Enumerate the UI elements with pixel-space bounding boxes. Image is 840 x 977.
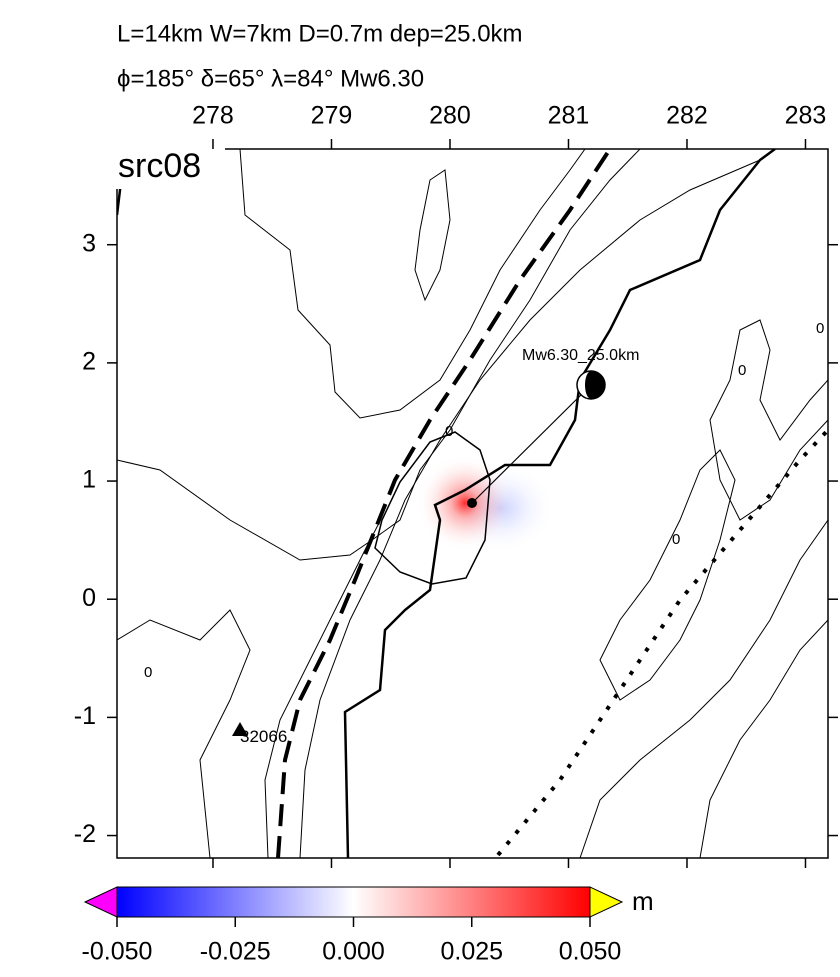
- event-label: Mw6.30_25.0km: [522, 347, 639, 364]
- x-tick-label: 280: [429, 102, 471, 130]
- y-tick-label: -1: [74, 702, 96, 730]
- x-tick-label: 281: [548, 102, 590, 130]
- contour: [239, 149, 586, 419]
- x-tick-label: 278: [192, 102, 234, 130]
- contour: [299, 159, 761, 858]
- epicenter: [467, 498, 477, 508]
- title-line: ϕ=185° δ=65° λ=84° Mw6.30: [117, 65, 424, 92]
- zero-contour: [374, 431, 491, 585]
- map-frame: [116, 148, 829, 859]
- contour: [117, 149, 641, 561]
- y-tick-label: -2: [74, 820, 96, 848]
- panel-label-box: [115, 147, 225, 189]
- x-tick-label: 283: [785, 102, 827, 130]
- contour: [414, 169, 451, 302]
- colorbar-under: [83, 886, 118, 918]
- title-line: L=14km W=7km D=0.7m dep=25.0km: [117, 20, 523, 47]
- contour: [117, 609, 251, 858]
- contour-label: 0: [738, 362, 746, 379]
- x-tick-label: 279: [311, 102, 353, 130]
- epicenter-link: [471, 387, 589, 504]
- colorbar-tick-label: 0.050: [559, 938, 622, 966]
- colorbar: [116, 886, 591, 918]
- panel-label: src08: [118, 147, 201, 185]
- y-tick-label: 3: [82, 229, 96, 257]
- colorbar-unit: m: [632, 886, 654, 916]
- map-area: Mw6.30_25.0km 32066 0 0 0 0 0: [117, 149, 828, 858]
- contour: [699, 619, 828, 858]
- x-tick-label: 282: [666, 102, 708, 130]
- station: [232, 722, 248, 736]
- colorbar-tick-label: -0.050: [82, 938, 153, 966]
- colorbar-over: [589, 886, 624, 918]
- y-tick-label: 0: [82, 584, 96, 612]
- station-label: 32066: [240, 727, 287, 746]
- contour-label: 0: [672, 531, 680, 548]
- contour: [579, 519, 828, 858]
- contour: [709, 319, 828, 521]
- focal-mechanism-quadrant: [585, 371, 605, 399]
- trench: [276, 149, 612, 858]
- colorbar-tick-label: 0.000: [322, 938, 385, 966]
- contour-label: 0: [445, 423, 453, 440]
- y-tick-label: 2: [82, 347, 96, 375]
- coastline: [343, 149, 776, 858]
- colorbar-tick-label: -0.025: [200, 938, 271, 966]
- contour-label: 0: [144, 664, 152, 681]
- y-tick-label: 1: [82, 466, 96, 494]
- contour: [599, 449, 736, 701]
- colorbar-tick-label: 0.025: [440, 938, 503, 966]
- contour-label: 0: [816, 320, 824, 337]
